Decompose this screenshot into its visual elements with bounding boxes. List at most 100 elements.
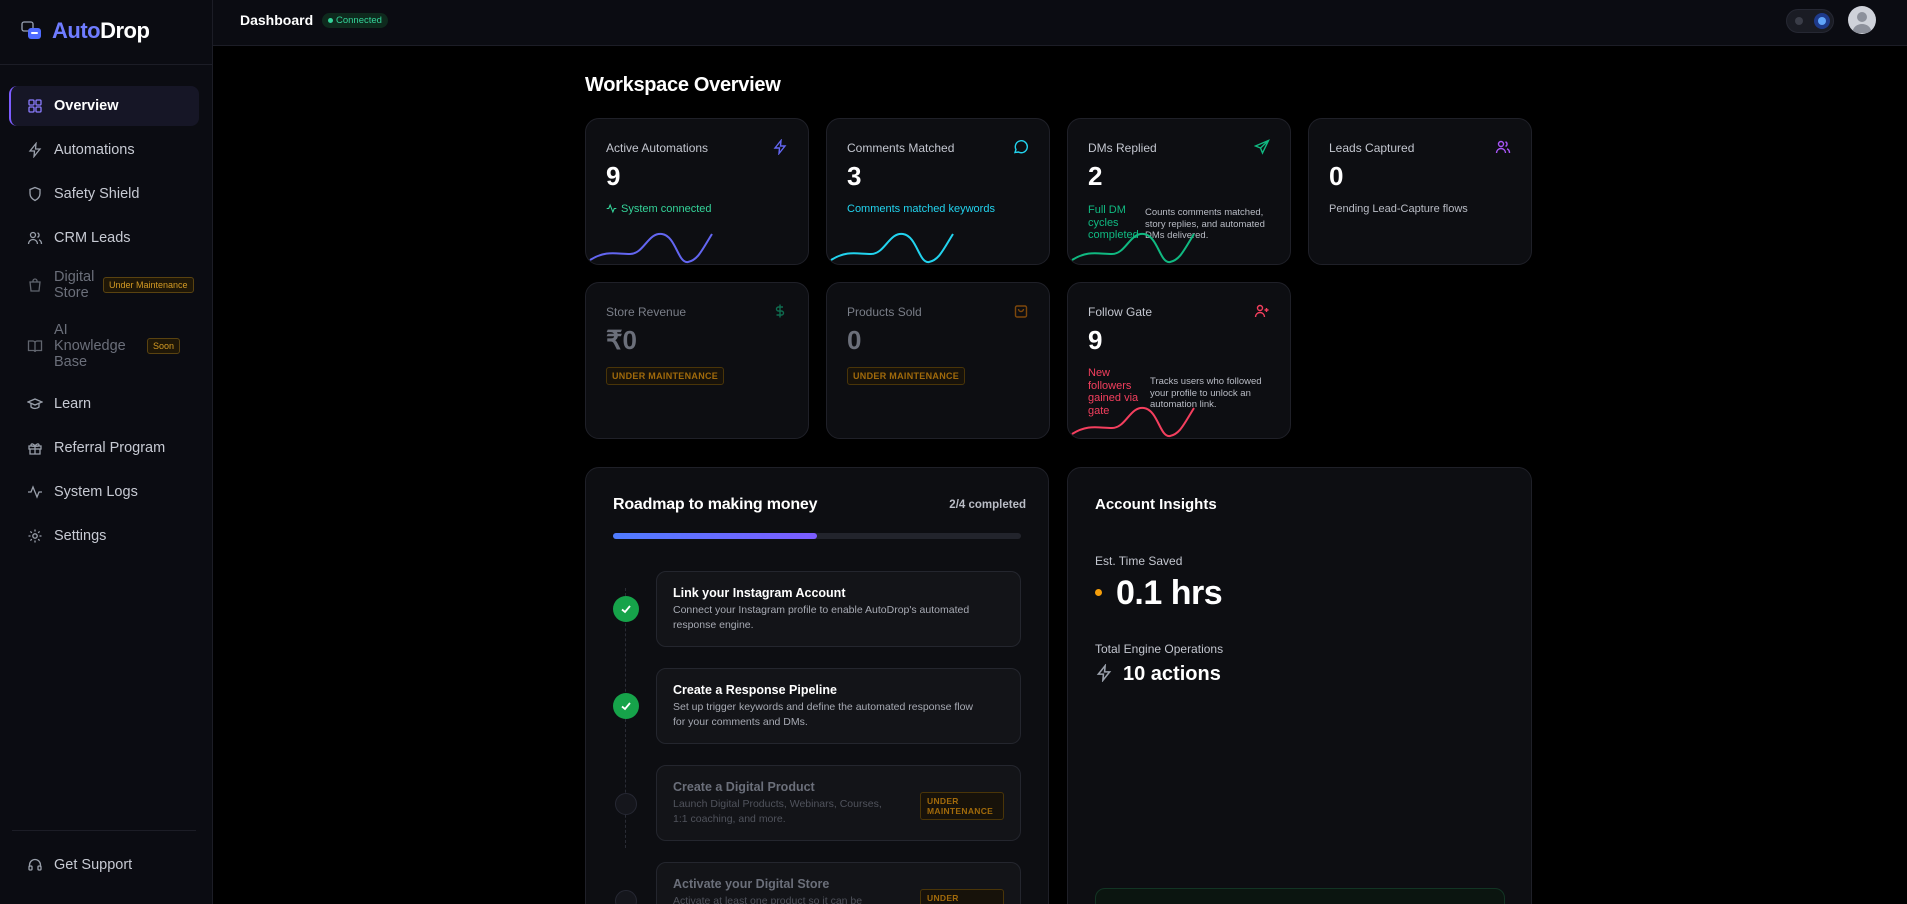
sparkline (830, 232, 954, 263)
shopping-bag-icon (29, 278, 41, 292)
sidebar-item-label: Automations (54, 142, 135, 158)
roadmap-progress-fill (613, 533, 817, 539)
sidebar-item-crm-leads[interactable]: CRM Leads (9, 218, 199, 258)
headset-icon (28, 858, 42, 871)
maintenance-badge: UNDER MAINTENANCE (920, 792, 1004, 820)
step-description: Launch Digital Products, Webinars, Cours… (673, 798, 882, 825)
dms-replied-card[interactable]: DMs Replied 2 Full DM cycles completed C… (1067, 118, 1291, 265)
grid-icon (28, 99, 42, 113)
roadmap-panel: Roadmap to making money 2/4 completed Li… (585, 467, 1049, 904)
brand-name-part2: Drop (100, 18, 150, 43)
sidebar-item-overview[interactable]: Overview (9, 86, 199, 126)
dollar-icon (775, 304, 785, 318)
theme-toggle[interactable] (1786, 9, 1834, 33)
gear-icon (28, 529, 42, 543)
sidebar-item-automations[interactable]: Automations (9, 130, 199, 170)
logo-icon (21, 21, 41, 39)
lightning-icon (773, 139, 787, 155)
roadmap-step[interactable]: Activate your Digital Store Activate at … (656, 862, 1021, 904)
check-icon (621, 702, 631, 711)
card-label: Store Revenue (606, 305, 687, 319)
card-value: 2 (1088, 161, 1103, 191)
card-label: Comments Matched (847, 141, 955, 155)
message-icon (1013, 140, 1028, 154)
card-label: DMs Replied (1088, 141, 1157, 155)
step-title: Create a Digital Product (673, 780, 815, 794)
activity-icon (28, 485, 42, 499)
step-pending-indicator (615, 890, 637, 904)
sidebar-item-label: Digital Store (54, 269, 95, 301)
soon-badge: Soon (147, 338, 181, 354)
workspace-title: Workspace Overview (585, 74, 781, 96)
account-insights-panel: Account Insights Est. Time Saved 0.1 hrs… (1067, 467, 1532, 904)
step-pending-indicator (615, 793, 637, 815)
shopping-bag-icon (1014, 305, 1028, 318)
sidebar-nav: Overview Automations Safety Shield CRM L… (9, 86, 199, 560)
divider (12, 830, 196, 831)
maintenance-badge: UNDER MAINTENANCE (606, 367, 725, 385)
comments-matched-card[interactable]: Comments Matched 3 Comments matched keyw… (826, 118, 1050, 265)
sidebar-item-system-logs[interactable]: System Logs (9, 472, 199, 512)
book-icon (27, 340, 43, 353)
sidebar-item-safety-shield[interactable]: Safety Shield (9, 174, 199, 214)
user-avatar-icon (1852, 12, 1872, 33)
insights-footer-box (1095, 888, 1505, 904)
get-support-button[interactable]: Get Support (9, 845, 199, 885)
top-bar: Dashboard Connected (213, 0, 1907, 46)
roadmap-step[interactable]: Link your Instagram Account Connect your… (656, 571, 1021, 647)
divider (0, 64, 213, 65)
status-dot (1095, 589, 1102, 596)
maintenance-badge: UNDER MAINTENANCE (920, 889, 1004, 904)
send-icon (1254, 139, 1270, 155)
sidebar-item-label: System Logs (54, 484, 138, 500)
card-subtitle-text: System connected (621, 203, 712, 215)
card-subtitle: Full DM cycles completed (1088, 204, 1139, 241)
sidebar-item-settings[interactable]: Settings (9, 516, 199, 556)
roadmap-step[interactable]: Create a Digital Product Launch Digital … (656, 765, 1021, 841)
sidebar-item-label: Settings (54, 528, 107, 544)
products-sold-card[interactable]: Products Sold 0 UNDER MAINTENANCE (826, 282, 1050, 439)
users-icon (1495, 140, 1511, 154)
sidebar-item-learn[interactable]: Learn (9, 384, 199, 424)
lightning-icon (28, 142, 42, 158)
engine-operations-value: 10 actions (1123, 663, 1221, 685)
step-complete-indicator (613, 596, 639, 622)
time-saved-label: Est. Time Saved (1095, 554, 1183, 568)
card-value: 9 (606, 161, 621, 191)
brand-logo[interactable]: AutoDrop (20, 16, 150, 46)
step-title: Create a Response Pipeline (673, 683, 837, 697)
sidebar-item-label: Learn (54, 396, 92, 412)
brand-name-part1: Auto (52, 18, 101, 43)
roadmap-progress-count: 2/4 completed (949, 499, 1026, 511)
card-subtitle: New followers gained via gate (1088, 367, 1139, 417)
store-revenue-card[interactable]: Store Revenue ₹0 UNDER MAINTENANCE (585, 282, 809, 439)
sidebar-item-referral-program[interactable]: Referral Program (9, 428, 199, 468)
follow-gate-card[interactable]: Follow Gate 9 New followers gained via g… (1067, 282, 1291, 439)
step-description: Set up trigger keywords and define the a… (673, 701, 974, 728)
sidebar-item-label: Overview (54, 98, 119, 114)
step-description: Activate at least one product so it can … (673, 895, 863, 904)
moon-icon (1814, 13, 1830, 29)
active-automations-card[interactable]: Active Automations 9 System connected (585, 118, 809, 265)
get-support-label: Get Support (54, 857, 133, 873)
roadmap-step[interactable]: Create a Response Pipeline Set up trigge… (656, 668, 1021, 744)
card-subtitle: Pending Lead-Capture flows (1329, 203, 1468, 215)
card-tooltip: Counts comments matched, story replies, … (1145, 207, 1265, 241)
step-description: Connect your Instagram profile to enable… (673, 604, 970, 631)
sidebar-item-ai-knowledge-base[interactable]: AI Knowledge Base Soon (9, 312, 199, 380)
shield-icon (29, 186, 41, 202)
card-value: 9 (1088, 325, 1103, 355)
user-plus-icon (1254, 304, 1269, 318)
card-label: Leads Captured (1329, 141, 1415, 155)
sidebar-item-digital-store[interactable]: Digital Store Under Maintenance (9, 262, 199, 308)
card-value: 3 (847, 161, 862, 191)
roadmap-title: Roadmap to making money (613, 496, 818, 513)
avatar[interactable] (1848, 6, 1876, 34)
leads-captured-card[interactable]: Leads Captured 0 Pending Lead-Capture fl… (1308, 118, 1532, 265)
card-tooltip: Tracks users who followed your profile t… (1150, 376, 1262, 410)
sparkline (589, 232, 713, 263)
graduation-cap-icon (27, 398, 43, 410)
sparkline (1071, 232, 1195, 263)
insights-title: Account Insights (1095, 496, 1217, 513)
card-label: Active Automations (606, 141, 709, 155)
